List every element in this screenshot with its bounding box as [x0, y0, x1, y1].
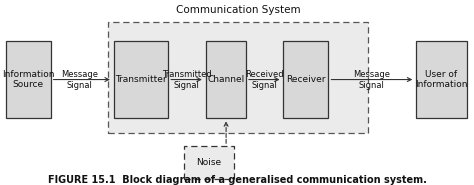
Bar — [114, 41, 168, 118]
Text: Transmitted
Signal: Transmitted Signal — [162, 70, 211, 90]
Bar — [206, 41, 246, 118]
Bar — [416, 41, 467, 118]
Text: Information
Source: Information Source — [2, 70, 55, 89]
Bar — [184, 146, 234, 179]
Text: Channel: Channel — [207, 75, 245, 84]
Text: Noise: Noise — [196, 158, 221, 167]
Bar — [108, 22, 368, 133]
Text: Message
Signal: Message Signal — [61, 70, 98, 90]
Text: FIGURE 15.1  Block diagram of a generalised communication system.: FIGURE 15.1 Block diagram of a generalis… — [47, 175, 427, 185]
Bar — [6, 41, 51, 118]
Text: User of
Information: User of Information — [415, 70, 468, 89]
Text: Transmitter: Transmitter — [115, 75, 167, 84]
Text: Received
Signal: Received Signal — [245, 70, 284, 90]
Bar — [283, 41, 328, 118]
Text: Receiver: Receiver — [286, 75, 326, 84]
Text: Message
Signal: Message Signal — [353, 70, 390, 90]
Text: Communication System: Communication System — [176, 5, 300, 15]
